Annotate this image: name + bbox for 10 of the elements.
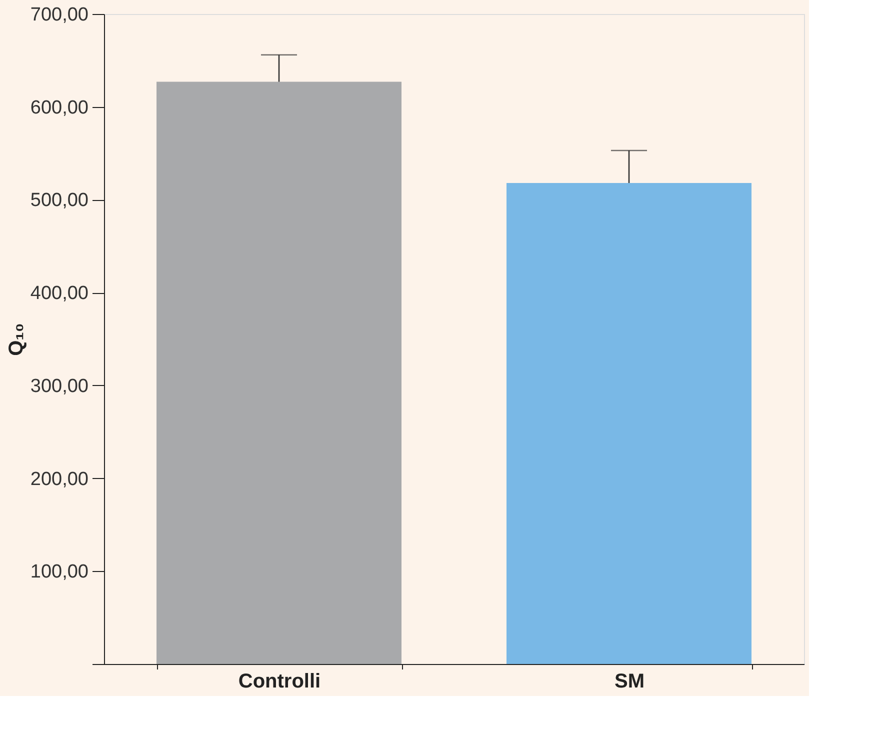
y-tick-label: 300,00 (30, 376, 88, 397)
y-tick-label: 700,00 (30, 4, 88, 26)
x-tick-label: SM (614, 670, 644, 692)
y-tick-label: 400,00 (30, 283, 88, 304)
y-tick-label: 600,00 (30, 97, 88, 118)
x-tick-label: Controlli (238, 670, 321, 692)
y-tick-label: 100,00 (30, 562, 88, 583)
y-axis-title: Q₁₀ (5, 323, 28, 356)
y-tick-label: 500,00 (30, 190, 88, 212)
y-tick-label: 200,00 (30, 468, 88, 490)
